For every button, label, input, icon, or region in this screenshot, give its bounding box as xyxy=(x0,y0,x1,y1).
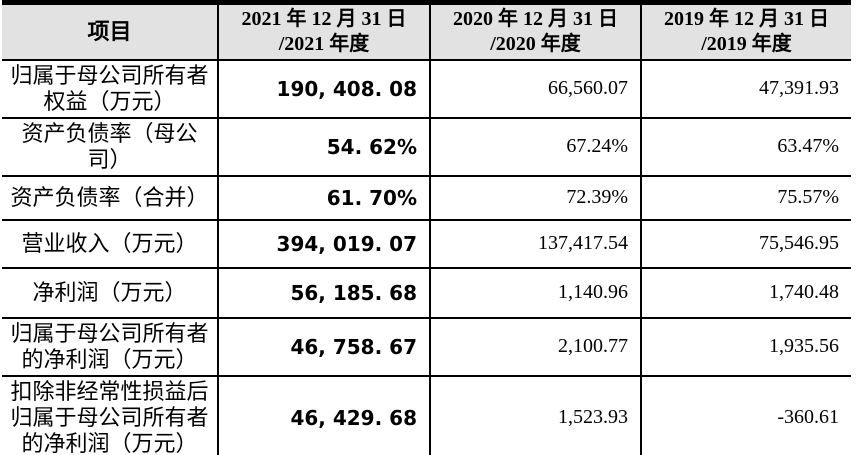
header-2021-line2: /2021 年度 xyxy=(278,32,370,55)
value-2021: 394, 019. 07 xyxy=(217,219,430,269)
table-row: 资产负债率（母公司） 54. 62% 67.24% 63.47% xyxy=(2,117,851,177)
header-2019-line2: /2019 年度 xyxy=(701,32,792,55)
value-2021: 54. 62% xyxy=(217,117,430,177)
value-2019: 47,391.93 xyxy=(640,59,851,119)
value-2020: 2,100.77 xyxy=(429,317,641,377)
header-cell-item: 项目 xyxy=(2,2,218,61)
value-2019: 1,935.56 xyxy=(640,317,851,377)
table-row: 净利润（万元） 56, 185. 68 1,140.96 1,740.48 xyxy=(2,267,851,319)
table-row: 资产负债率（合并） 61. 70% 72.39% 75.57% xyxy=(2,175,851,221)
header-cell-2019: 2019 年 12 月 31 日 /2019 年度 xyxy=(640,2,851,61)
table-row: 扣除非经常性损益后归属于母公司所有者的净利润（万元） 46, 429. 68 1… xyxy=(2,375,851,455)
row-item-label: 资产负债率（母公司） xyxy=(2,117,218,177)
value-2021: 46, 429. 68 xyxy=(217,375,430,455)
value-2020: 66,560.07 xyxy=(429,59,641,119)
header-cell-2021: 2021 年 12 月 31 日 /2021 年度 xyxy=(217,2,430,61)
value-2021: 61. 70% xyxy=(217,175,430,221)
value-2020: 1,523.93 xyxy=(429,375,641,455)
table-row: 归属于母公司所有者权益（万元） 190, 408. 08 66,560.07 4… xyxy=(2,59,851,119)
value-2019: -360.61 xyxy=(640,375,851,455)
value-2019: 75,546.95 xyxy=(640,219,851,269)
table-header-row: 项目 2021 年 12 月 31 日 /2021 年度 2020 年 12 月… xyxy=(2,2,851,61)
header-2020-line1: 2020 年 12 月 31 日 xyxy=(453,7,618,30)
header-2021-line1: 2021 年 12 月 31 日 xyxy=(241,7,407,30)
row-item-label: 净利润（万元） xyxy=(2,267,218,319)
row-item-label: 归属于母公司所有者的净利润（万元） xyxy=(2,317,218,377)
row-item-label: 扣除非经常性损益后归属于母公司所有者的净利润（万元） xyxy=(2,375,218,455)
header-cell-2020: 2020 年 12 月 31 日 /2020 年度 xyxy=(429,2,641,61)
value-2019: 63.47% xyxy=(640,117,851,177)
row-item-label: 归属于母公司所有者权益（万元） xyxy=(2,59,218,119)
header-item-label: 项目 xyxy=(87,19,132,45)
table-row: 归属于母公司所有者的净利润（万元） 46, 758. 67 2,100.77 1… xyxy=(2,317,851,377)
row-item-label: 资产负债率（合并） xyxy=(2,175,218,221)
value-2021: 190, 408. 08 xyxy=(217,59,430,119)
value-2019: 75.57% xyxy=(640,175,851,221)
header-2020-line2: /2020 年度 xyxy=(490,32,581,55)
value-2019: 1,740.48 xyxy=(640,267,851,319)
value-2020: 1,140.96 xyxy=(429,267,641,319)
value-2021: 46, 758. 67 xyxy=(217,317,430,377)
value-2021: 56, 185. 68 xyxy=(217,267,430,319)
value-2020: 137,417.54 xyxy=(429,219,641,269)
row-item-label: 营业收入（万元） xyxy=(2,219,218,269)
value-2020: 72.39% xyxy=(429,175,641,221)
value-2020: 67.24% xyxy=(429,117,641,177)
table-row: 营业收入（万元） 394, 019. 07 137,417.54 75,546.… xyxy=(2,219,851,269)
header-2019-line1: 2019 年 12 月 31 日 xyxy=(664,7,829,30)
